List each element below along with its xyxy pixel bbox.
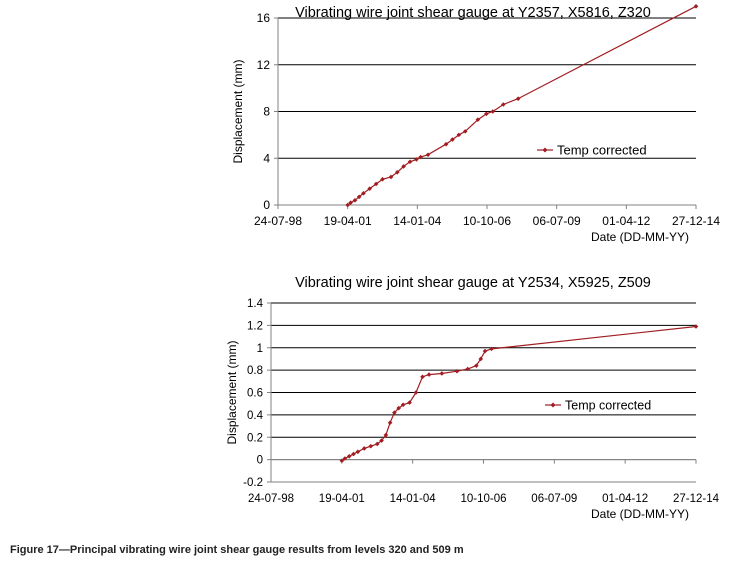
data-point-marker xyxy=(490,109,496,114)
y-tick-label: 0 xyxy=(263,198,270,212)
x-tick-label: 19-04-01 xyxy=(319,493,365,505)
data-point-marker xyxy=(346,453,352,459)
x-tick-label: 01-04-12 xyxy=(602,214,650,228)
data-point-marker xyxy=(450,137,455,142)
x-tick-label: 14-01-04 xyxy=(390,493,437,505)
y-tick-label: 0.8 xyxy=(247,365,263,377)
x-tick-label: 27-12-14 xyxy=(672,214,720,228)
x-tick-label: 10-10-06 xyxy=(463,214,511,228)
y-tick-label: 16 xyxy=(257,11,271,25)
data-point-marker xyxy=(392,410,397,415)
x-tick-label: 27-12-14 xyxy=(673,493,720,505)
data-point-marker xyxy=(407,400,412,405)
data-point-marker xyxy=(454,368,460,374)
y-tick-label: 1.2 xyxy=(247,320,263,332)
data-point-marker xyxy=(348,200,353,205)
data-point-marker xyxy=(484,111,489,117)
x-tick-label: 19-04-01 xyxy=(324,214,372,228)
x-tick-label: 06-07-09 xyxy=(531,493,577,505)
y-tick-label: -0.2 xyxy=(243,477,263,489)
y-tick-label: 0.2 xyxy=(247,432,263,444)
series-line-temp-corrected xyxy=(347,5,697,206)
x-tick-label: 10-10-06 xyxy=(460,493,506,505)
legend-marker xyxy=(550,402,556,408)
data-point-marker xyxy=(413,390,419,395)
chart-top: Vibrating wire joint shear gauge at Y235… xyxy=(231,4,720,244)
x-tick-label: 06-07-09 xyxy=(533,214,581,228)
x-axis-label: Date (DD-MM-YY) xyxy=(591,507,689,521)
data-point-marker xyxy=(400,402,406,408)
x-tick-label: 24-07-98 xyxy=(254,214,302,228)
data-point-marker xyxy=(345,202,350,208)
y-tick-label: 0 xyxy=(257,455,263,467)
data-point-marker xyxy=(478,356,484,362)
legend-label: Temp corrected xyxy=(565,399,651,413)
legend-label: Temp corrected xyxy=(557,143,647,158)
data-point-marker xyxy=(420,374,425,380)
y-tick-label: 4 xyxy=(263,151,270,165)
data-point-marker xyxy=(401,164,406,169)
data-point-marker xyxy=(456,132,462,138)
data-point-marker xyxy=(414,157,419,162)
y-tick-label: 8 xyxy=(263,105,270,119)
data-point-marker xyxy=(351,451,356,457)
data-point-marker xyxy=(361,191,366,196)
data-point-marker xyxy=(388,174,394,180)
data-point-marker xyxy=(373,181,379,187)
data-point-marker xyxy=(462,129,468,134)
y-axis-label: Displacement (mm) xyxy=(225,340,239,444)
y-tick-label: 1 xyxy=(257,343,263,355)
y-tick-label: 1.4 xyxy=(247,298,264,310)
data-point-marker xyxy=(515,96,521,101)
data-point-marker xyxy=(339,458,345,464)
data-point-marker xyxy=(342,456,348,461)
data-point-marker xyxy=(501,102,506,107)
data-point-marker xyxy=(407,159,413,165)
data-point-marker xyxy=(439,371,445,376)
data-point-marker xyxy=(356,194,362,200)
data-point-marker xyxy=(374,441,380,447)
data-point-marker xyxy=(418,154,423,160)
data-point-marker xyxy=(361,446,367,451)
data-point-marker xyxy=(387,420,393,426)
data-point-marker xyxy=(355,449,361,455)
data-point-marker xyxy=(693,324,699,329)
chart-bottom: Vibrating wire joint shear gauge at Y253… xyxy=(225,275,720,521)
data-point-marker xyxy=(394,169,400,175)
figure-caption: Figure 17—Principal vibrating wire joint… xyxy=(10,544,464,556)
y-axis-label: Displacement (mm) xyxy=(231,59,245,163)
data-point-marker xyxy=(489,346,494,352)
x-tick-label: 14-01-04 xyxy=(393,214,441,228)
y-tick-label: 0.4 xyxy=(247,410,264,422)
data-point-marker xyxy=(368,443,374,449)
x-tick-label: 24-07-98 xyxy=(248,493,294,505)
y-tick-label: 0.6 xyxy=(247,388,263,400)
chart-title: Vibrating wire joint shear gauge at Y253… xyxy=(295,275,651,291)
data-point-marker xyxy=(475,117,481,122)
legend-marker xyxy=(542,147,548,153)
x-tick-label: 01-04-12 xyxy=(602,493,648,505)
data-point-marker xyxy=(380,176,385,182)
x-axis-label: Date (DD-MM-YY) xyxy=(591,230,689,244)
data-point-marker xyxy=(425,152,431,158)
chart-title: Vibrating wire joint shear gauge at Y235… xyxy=(295,5,651,21)
data-point-marker xyxy=(367,186,372,191)
series-line-temp-corrected xyxy=(341,325,697,462)
data-point-marker xyxy=(383,432,389,438)
data-point-marker xyxy=(482,348,488,354)
data-point-marker xyxy=(693,4,699,9)
data-point-marker xyxy=(379,438,384,443)
data-point-marker xyxy=(443,141,449,147)
data-point-marker xyxy=(465,366,471,372)
data-point-marker xyxy=(352,198,358,203)
data-point-marker xyxy=(426,372,432,377)
y-tick-label: 12 xyxy=(257,58,271,72)
data-point-marker xyxy=(396,405,402,411)
data-point-marker xyxy=(474,363,479,368)
